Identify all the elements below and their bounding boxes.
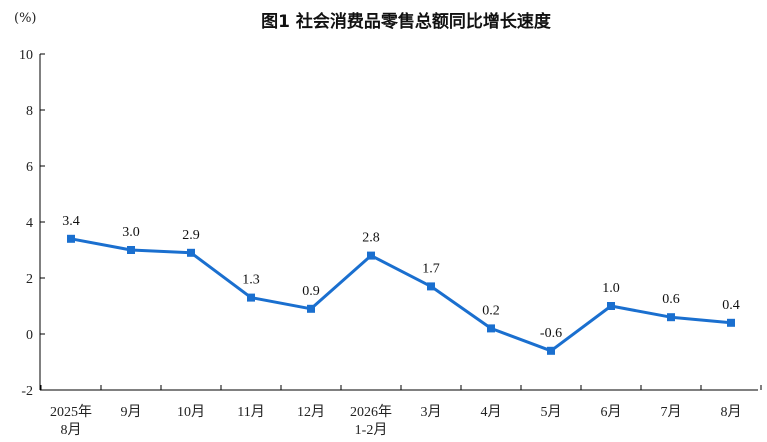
y-ticks: -2 0 2 4 6 8 10 bbox=[19, 48, 45, 399]
x-tick-label: 2025年 8月 bbox=[50, 404, 92, 438]
x-tick-label: 8月 bbox=[721, 404, 742, 420]
y-tick-label: 10 bbox=[19, 48, 33, 63]
data-point bbox=[607, 302, 615, 310]
data-point bbox=[547, 346, 555, 355]
x-tick-label: 5月 bbox=[541, 404, 562, 420]
series-group bbox=[67, 234, 735, 355]
y-unit-label: (%) bbox=[14, 11, 37, 26]
data-labels: 3.4 3.0 2.9 1.3 0.9 2.8 1.7 0.2 -0.6 1.0 0.6 0.4 bbox=[62, 214, 740, 341]
data-label: 3.0 bbox=[122, 225, 140, 240]
data-point bbox=[427, 282, 435, 291]
axes bbox=[39, 54, 758, 391]
data-point bbox=[667, 313, 675, 322]
chart-title: 图1 社会消费品零售总额同比增长速度 bbox=[261, 11, 552, 32]
data-label: 0.6 bbox=[662, 292, 680, 307]
x-ticks: 2025年 8月 9月 10月 11月 12月 2026年 1-2月 3月 4月 5月 6月 7月 8月 bbox=[40, 385, 762, 438]
x-tick-label: 3月 bbox=[421, 404, 442, 420]
x-tick-label: 6月 bbox=[601, 404, 622, 420]
y-tick-label: -2 bbox=[21, 384, 33, 399]
data-label: 2.8 bbox=[362, 231, 380, 246]
data-label: 1.0 bbox=[602, 281, 620, 296]
data-label: 1.3 bbox=[242, 273, 260, 288]
x-tick-label: 10月 bbox=[177, 404, 205, 420]
data-label: 0.2 bbox=[482, 303, 500, 318]
x-tick-label: 12月 bbox=[297, 404, 325, 420]
x-tick-label: 4月 bbox=[481, 404, 502, 420]
y-tick-label: 6 bbox=[26, 160, 33, 175]
data-point bbox=[487, 324, 495, 333]
data-label: 0.4 bbox=[722, 298, 740, 313]
data-point bbox=[187, 248, 195, 257]
data-point bbox=[247, 293, 255, 302]
data-point bbox=[367, 251, 375, 260]
data-point bbox=[727, 318, 735, 327]
series-line bbox=[70, 237, 732, 353]
y-tick-label: 8 bbox=[26, 104, 33, 119]
data-point bbox=[127, 246, 135, 254]
y-tick-label: 0 bbox=[26, 328, 33, 343]
data-label: 2.9 bbox=[182, 228, 200, 243]
x-tick-label: 2026年 1-2月 bbox=[350, 404, 392, 438]
data-label: 0.9 bbox=[302, 284, 320, 299]
y-tick-label: 4 bbox=[26, 216, 33, 231]
x-tick-label: 9月 bbox=[121, 404, 142, 420]
x-tick-label: 7月 bbox=[661, 404, 682, 420]
data-point bbox=[67, 234, 75, 243]
data-label: -0.6 bbox=[540, 326, 562, 341]
data-label: 1.7 bbox=[422, 261, 440, 276]
x-tick-label: 11月 bbox=[237, 404, 264, 420]
data-label: 3.4 bbox=[62, 214, 80, 229]
data-point bbox=[307, 304, 315, 313]
y-tick-label: 2 bbox=[26, 272, 33, 287]
